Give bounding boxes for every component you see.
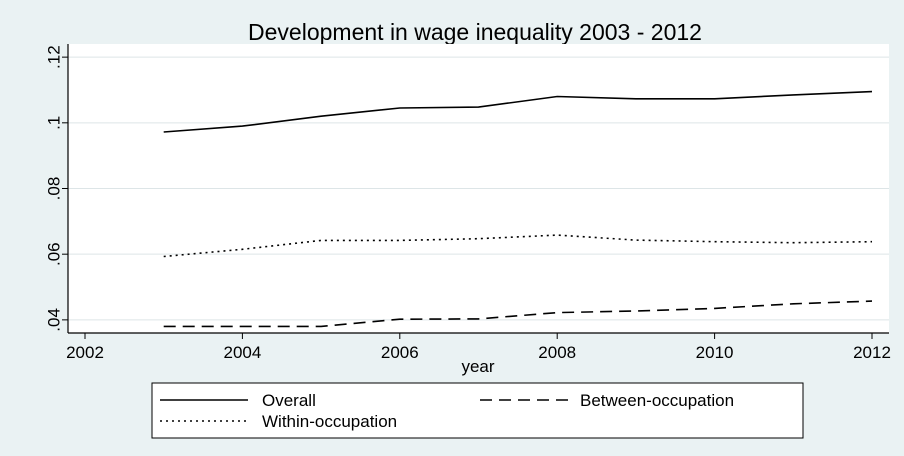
x-axis-label: year bbox=[461, 357, 494, 376]
legend-label-overall: Overall bbox=[262, 391, 316, 410]
x-tick-label: 2004 bbox=[223, 343, 261, 362]
x-axis-ticks: 2002 2004 2006 2008 2010 2012 bbox=[66, 333, 891, 362]
chart-title: Development in wage inequality 2003 - 20… bbox=[248, 19, 702, 45]
series-line-between-occupation bbox=[163, 300, 873, 328]
y-tick-label: .08 bbox=[45, 177, 64, 201]
series-line-overall bbox=[163, 90, 873, 133]
series-lines bbox=[163, 90, 873, 328]
legend-label-between-occupation: Between-occupation bbox=[580, 391, 734, 410]
y-tick-label: .1 bbox=[45, 116, 64, 130]
legend: Overall Between-occupation Within-occupa… bbox=[151, 382, 804, 439]
y-tick-label: .06 bbox=[45, 242, 64, 266]
x-tick-label: 2006 bbox=[381, 343, 419, 362]
x-tick-label: 2010 bbox=[696, 343, 734, 362]
y-tick-label: .04 bbox=[45, 308, 64, 332]
x-tick-label: 2002 bbox=[66, 343, 104, 362]
grid-lines bbox=[68, 56, 889, 321]
x-tick-label: 2012 bbox=[853, 343, 891, 362]
legend-box bbox=[151, 382, 804, 439]
y-axis-ticks: .04 .06 .08 .1 .12 bbox=[45, 45, 68, 332]
y-tick-label: .12 bbox=[45, 45, 64, 69]
x-tick-label: 2008 bbox=[538, 343, 576, 362]
legend-label-within-occupation: Within-occupation bbox=[262, 412, 397, 431]
series-line-within-occupation bbox=[163, 234, 873, 258]
